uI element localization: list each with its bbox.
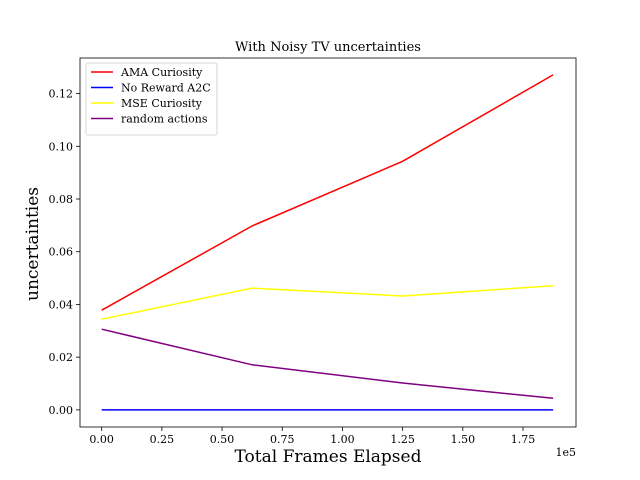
y-axis-label: uncertainties xyxy=(23,187,43,301)
y-tick-label: 0.02 xyxy=(49,351,74,364)
y-tick-label: 0.12 xyxy=(49,88,74,101)
legend-box xyxy=(85,62,218,136)
x-tick-label: 1.25 xyxy=(390,433,415,446)
chart-title: With Noisy TV uncertainties xyxy=(235,40,421,55)
legend-label-2: MSE Curiosity xyxy=(121,97,203,110)
x-tick-label: 1.50 xyxy=(451,433,476,446)
series-line-0 xyxy=(101,74,554,311)
x-axis-label: Total Frames Elapsed xyxy=(235,447,422,467)
legend: AMA Curiosity No Reward A2C MSE Curiosity r… xyxy=(85,62,218,136)
y-tick-label: 0.04 xyxy=(49,298,74,311)
x-axis-offset-label: 1e5 xyxy=(555,446,576,459)
x-tick-label: 0.75 xyxy=(270,433,295,446)
series-line-2 xyxy=(101,284,554,320)
legend-label-1: No Reward A2C xyxy=(121,82,211,95)
x-tick-label: 0.25 xyxy=(150,433,175,446)
x-tick-label: 1.75 xyxy=(511,433,536,446)
plot-area: 0.00 0.25 0.50 0.75 1.00 1.25 1.50 1.75 0.00 0.02… xyxy=(49,57,577,446)
x-tick-label: 1.00 xyxy=(330,433,355,446)
y-tick-label: 0.00 xyxy=(49,404,74,417)
series-line-3 xyxy=(101,328,554,400)
y-tick-label: 0.08 xyxy=(49,193,74,206)
legend-label-0: AMA Curiosity xyxy=(120,66,203,79)
y-tick-label: 0.10 xyxy=(49,140,74,153)
x-tick-label: 0.50 xyxy=(210,433,235,446)
legend-label-3: random actions xyxy=(121,113,208,126)
y-tick-label: 0.06 xyxy=(49,246,74,259)
x-tick-label: 0.00 xyxy=(89,433,114,446)
axes-frame xyxy=(79,57,577,428)
